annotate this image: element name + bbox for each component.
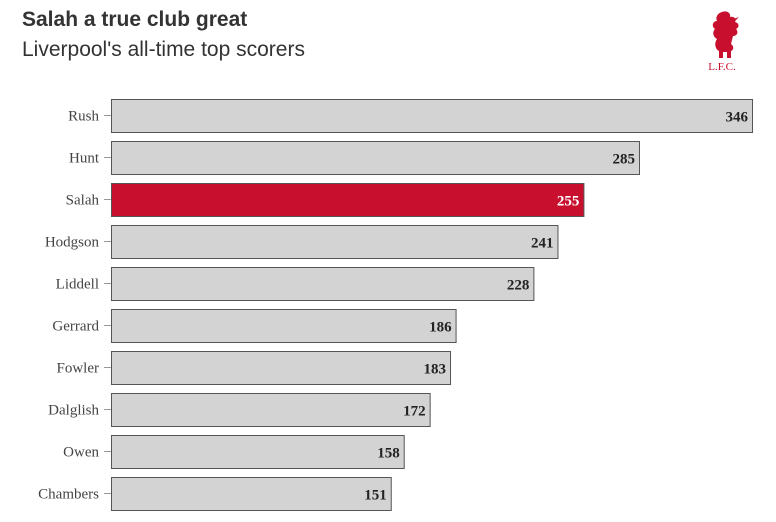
category-label: Fowler	[57, 361, 100, 377]
bar-rush	[111, 99, 753, 133]
data-label: 285	[612, 152, 635, 168]
category-label: Rush	[68, 109, 99, 125]
bar-chambers	[111, 477, 392, 511]
data-label: 346	[726, 110, 749, 126]
bar-hodgson	[111, 225, 559, 259]
category-label: Dalglish	[48, 403, 99, 419]
bar-fowler	[111, 351, 452, 385]
bar-liddell	[111, 267, 535, 301]
data-label: 158	[377, 446, 400, 462]
liverbird-icon: L.F.C.	[708, 11, 739, 73]
data-label: 172	[403, 404, 426, 420]
data-label: 151	[364, 488, 387, 504]
category-label: Liddell	[56, 277, 99, 293]
data-label: 228	[507, 278, 530, 294]
category-label: Hunt	[69, 151, 100, 167]
data-label: 241	[531, 236, 554, 252]
category-label: Gerrard	[52, 319, 99, 335]
category-label: Hodgson	[45, 235, 100, 251]
bar-hunt	[111, 141, 640, 175]
chart-subtitle: Liverpool's all-time top scorers	[22, 38, 305, 61]
data-label: 255	[557, 194, 580, 210]
chart-title: Salah a true club great	[22, 8, 248, 31]
category-label: Owen	[63, 445, 99, 461]
category-label: Chambers	[38, 487, 99, 503]
data-label: 186	[429, 320, 452, 336]
bar-dalglish	[111, 393, 431, 427]
category-label: Salah	[66, 193, 100, 209]
bar-owen	[111, 435, 405, 469]
bar-gerrard	[111, 309, 457, 343]
logo-text: L.F.C.	[708, 61, 736, 73]
bar-salah	[111, 183, 585, 217]
data-label: 183	[424, 362, 447, 378]
